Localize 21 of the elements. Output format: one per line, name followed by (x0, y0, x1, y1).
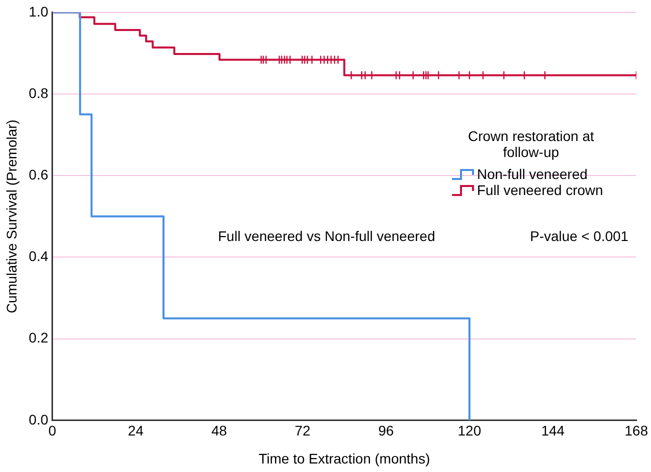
y-tick-label: 0.2 (28, 330, 48, 346)
x-tick-label: 48 (211, 422, 228, 439)
y-tick-label: 0.0 (28, 411, 48, 428)
y-tick-label: 0.8 (28, 84, 48, 101)
annotation: P-value < 0.001 (530, 228, 628, 244)
x-tick-label: 0 (48, 422, 56, 439)
x-axis-title: Time to Extraction (months) (258, 450, 430, 466)
x-tick-label: 120 (458, 422, 482, 439)
y-axis-title: Cumulative Survival (Premolar) (3, 120, 20, 314)
x-tick-label: 168 (624, 422, 648, 439)
y-tick-label: 1.0 (28, 3, 48, 20)
x-tick-label: 24 (128, 422, 144, 439)
x-tick-label: 96 (378, 422, 394, 439)
legend-label: Non-full veneered (477, 166, 588, 182)
legend-title: Crown restoration at follow-up (466, 128, 596, 160)
y-tick-label: 0.6 (28, 166, 48, 182)
y-tick-label: 0.4 (28, 248, 48, 264)
x-tick-label: 72 (294, 422, 311, 439)
legend-label: Full veneered crown (477, 182, 604, 198)
x-tick-label: 144 (541, 422, 565, 439)
annotation: Full veneered vs Non-full veneered (218, 228, 436, 244)
